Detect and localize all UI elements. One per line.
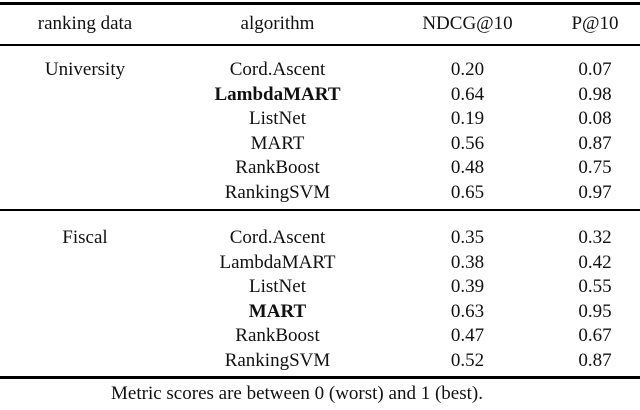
table-footnote: Metric scores are between 0 (worst) and … bbox=[111, 383, 483, 404]
table-row: RankBoost 0.48 0.75 bbox=[0, 156, 640, 181]
ndcg10-cell: 0.19 bbox=[450, 108, 485, 129]
algorithm-cell: RankBoost bbox=[235, 157, 320, 178]
header-divider-rule bbox=[0, 44, 640, 46]
ndcg10-cell: 0.65 bbox=[450, 181, 485, 203]
table-bottom-rule bbox=[0, 376, 640, 379]
ndcg10-cell: 0.56 bbox=[450, 132, 485, 154]
ndcg10-cell: 0.64 bbox=[450, 83, 485, 105]
ndcg10-cell: 0.39 bbox=[450, 276, 485, 297]
table-row: LambdaMART 0.64 0.98 bbox=[0, 83, 640, 108]
table-row: LambdaMART 0.38 0.42 bbox=[0, 251, 640, 276]
algorithm-cell: RankingSVM bbox=[224, 349, 331, 371]
col-header-algorithm: algorithm bbox=[240, 13, 315, 35]
algorithm-cell: LambdaMART bbox=[219, 251, 336, 273]
algorithm-cell: RankingSVM bbox=[224, 181, 331, 203]
table-row: University Cord.Ascent 0.20 0.07 bbox=[0, 58, 640, 83]
section-divider-rule bbox=[0, 209, 640, 211]
p10-cell: 0.42 bbox=[578, 251, 612, 273]
p10-cell: 0.98 bbox=[578, 83, 612, 105]
ndcg10-cell: 0.20 bbox=[450, 59, 485, 80]
section-fiscal: Fiscal Cord.Ascent 0.35 0.32 LambdaMART … bbox=[0, 211, 640, 376]
algorithm-cell: ListNet bbox=[249, 108, 306, 129]
col-header-ndcg10: NDCG@10 bbox=[422, 13, 513, 35]
table-row: MART 0.56 0.87 bbox=[0, 132, 640, 157]
algorithm-cell: LambdaMART bbox=[214, 83, 341, 105]
table-row: MART 0.63 0.95 bbox=[0, 300, 640, 325]
ndcg10-cell: 0.52 bbox=[450, 349, 485, 371]
p10-cell: 0.08 bbox=[578, 108, 612, 129]
table-header-row: ranking data algorithm NDCG@10 P@10 bbox=[0, 5, 640, 44]
p10-cell: 0.95 bbox=[578, 300, 612, 322]
algorithm-cell: MART bbox=[248, 300, 307, 322]
p10-cell: 0.32 bbox=[578, 227, 612, 248]
p10-cell: 0.87 bbox=[578, 349, 612, 371]
ndcg10-cell: 0.63 bbox=[450, 300, 485, 322]
ndcg10-cell: 0.47 bbox=[450, 325, 485, 346]
ndcg10-cell: 0.38 bbox=[450, 251, 485, 273]
table-row: ListNet 0.39 0.55 bbox=[0, 275, 640, 300]
p10-cell: 0.67 bbox=[578, 325, 612, 346]
algorithm-cell: Cord.Ascent bbox=[229, 227, 326, 248]
ndcg10-cell: 0.35 bbox=[450, 227, 485, 248]
table-row: RankingSVM 0.65 0.97 bbox=[0, 181, 640, 206]
algorithm-cell: MART bbox=[250, 132, 305, 154]
algorithm-cell: ListNet bbox=[249, 276, 306, 297]
table-row: RankingSVM 0.52 0.87 bbox=[0, 349, 640, 374]
algorithm-cell: RankBoost bbox=[235, 325, 320, 346]
algorithm-cell: Cord.Ascent bbox=[229, 59, 326, 80]
dataset-label: Fiscal bbox=[62, 227, 108, 248]
p10-cell: 0.75 bbox=[578, 157, 612, 178]
section-university: University Cord.Ascent 0.20 0.07 LambdaM… bbox=[0, 46, 640, 209]
col-header-ranking-data: ranking data bbox=[37, 13, 133, 35]
table-row: Fiscal Cord.Ascent 0.35 0.32 bbox=[0, 226, 640, 251]
ndcg10-cell: 0.48 bbox=[450, 157, 485, 178]
table-row: RankBoost 0.47 0.67 bbox=[0, 324, 640, 349]
col-header-p10: P@10 bbox=[571, 13, 619, 35]
table-row: ListNet 0.19 0.08 bbox=[0, 107, 640, 132]
p10-cell: 0.07 bbox=[578, 59, 612, 80]
p10-cell: 0.55 bbox=[578, 276, 612, 297]
p10-cell: 0.87 bbox=[578, 132, 612, 154]
table-top-rule bbox=[0, 2, 640, 5]
p10-cell: 0.97 bbox=[578, 181, 612, 203]
dataset-label: University bbox=[44, 59, 126, 80]
